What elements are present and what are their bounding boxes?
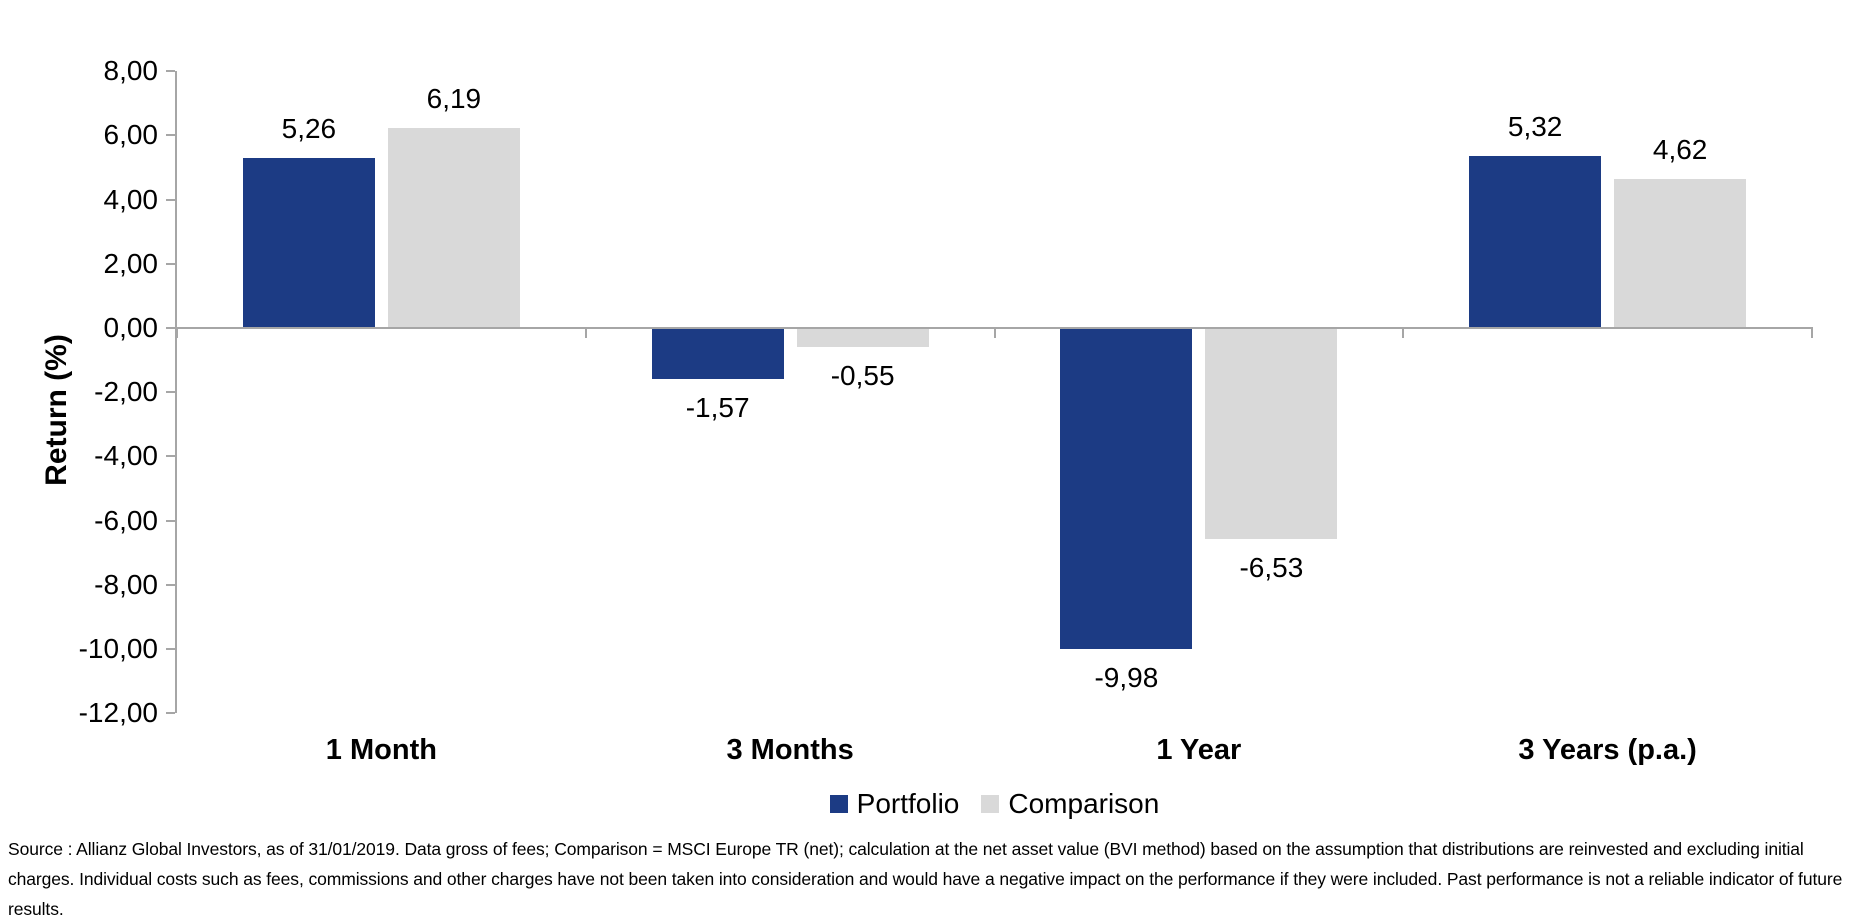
zero-baseline [177, 327, 1813, 329]
x-category-label-3-years-p-a: 3 Years (p.a.) [1518, 734, 1697, 766]
bar-portfolio-1-month [242, 158, 375, 327]
y-tick-mark [166, 648, 175, 650]
y-tick-mark [166, 70, 175, 73]
y-tick-label: -2,00 [94, 376, 158, 408]
y-tick-mark [166, 583, 175, 586]
y-tick-mark [166, 327, 175, 329]
legend-label-portfolio: Portfolio [856, 788, 960, 819]
value-label-portfolio-1-year: -9,98 [1094, 662, 1159, 694]
bar-portfolio-1-year [1060, 329, 1193, 650]
value-label-portfolio-1-month: 5,26 [281, 113, 337, 145]
y-tick-mark [166, 198, 175, 201]
x-tick-mark [1811, 329, 1813, 338]
y-tick-label: 2,00 [103, 247, 159, 279]
y-tick-mark [166, 134, 175, 137]
y-tick-label: -6,00 [94, 504, 158, 536]
y-tick-mark [166, 519, 175, 522]
y-tick-mark [166, 455, 175, 458]
x-category-label-1-year: 1 Year [1156, 734, 1242, 766]
chart-legend: Portfolio Comparison [177, 788, 1812, 820]
x-tick-mark [993, 329, 996, 338]
value-label-comparison-3-months: -0,55 [830, 359, 895, 391]
y-tick-label: -4,00 [94, 440, 158, 472]
value-label-comparison-1-month: 6,19 [426, 83, 482, 115]
legend-swatch-portfolio [829, 795, 848, 813]
legend-label-comparison: Comparison [1008, 788, 1160, 819]
value-label-portfolio-3-months: -1,57 [685, 392, 750, 424]
y-tick-mark [166, 391, 175, 394]
x-tick-mark [584, 329, 587, 338]
bar-comparison-1-month [387, 128, 520, 327]
y-tick-label: -10,00 [78, 633, 158, 664]
y-tick-label: -12,00 [78, 697, 158, 729]
legend-swatch-comparison [981, 795, 1000, 813]
x-tick-mark [1402, 329, 1405, 338]
y-tick-mark [166, 712, 175, 715]
legend-item-portfolio: Portfolio [829, 788, 960, 820]
value-label-comparison-3-years-p-a: 4,62 [1652, 133, 1708, 165]
y-tick-label: 0,00 [103, 312, 159, 343]
y-tick-mark [166, 262, 175, 265]
bar-portfolio-3-years-p-a [1469, 156, 1602, 327]
bar-comparison-3-years-p-a [1614, 178, 1747, 327]
y-tick-label: -8,00 [94, 568, 158, 600]
legend-item-comparison: Comparison [981, 788, 1159, 820]
y-axis-line [175, 71, 177, 713]
bar-comparison-1-year [1205, 329, 1338, 539]
y-tick-label: 6,00 [103, 119, 159, 151]
x-category-label-1-month: 1 Month [325, 734, 437, 766]
value-label-portfolio-3-years-p-a: 5,32 [1507, 111, 1563, 143]
value-label-comparison-1-year: -6,53 [1239, 551, 1304, 583]
y-tick-label: 4,00 [103, 183, 159, 215]
y-tick-label: 8,00 [103, 55, 159, 87]
x-category-label-3-months: 3 Months [726, 734, 854, 766]
source-disclaimer: Source : Allianz Global Investors, as of… [8, 839, 1843, 919]
bar-portfolio-3-months [651, 329, 784, 380]
bar-comparison-3-months [796, 329, 929, 347]
x-tick-mark [176, 329, 178, 338]
